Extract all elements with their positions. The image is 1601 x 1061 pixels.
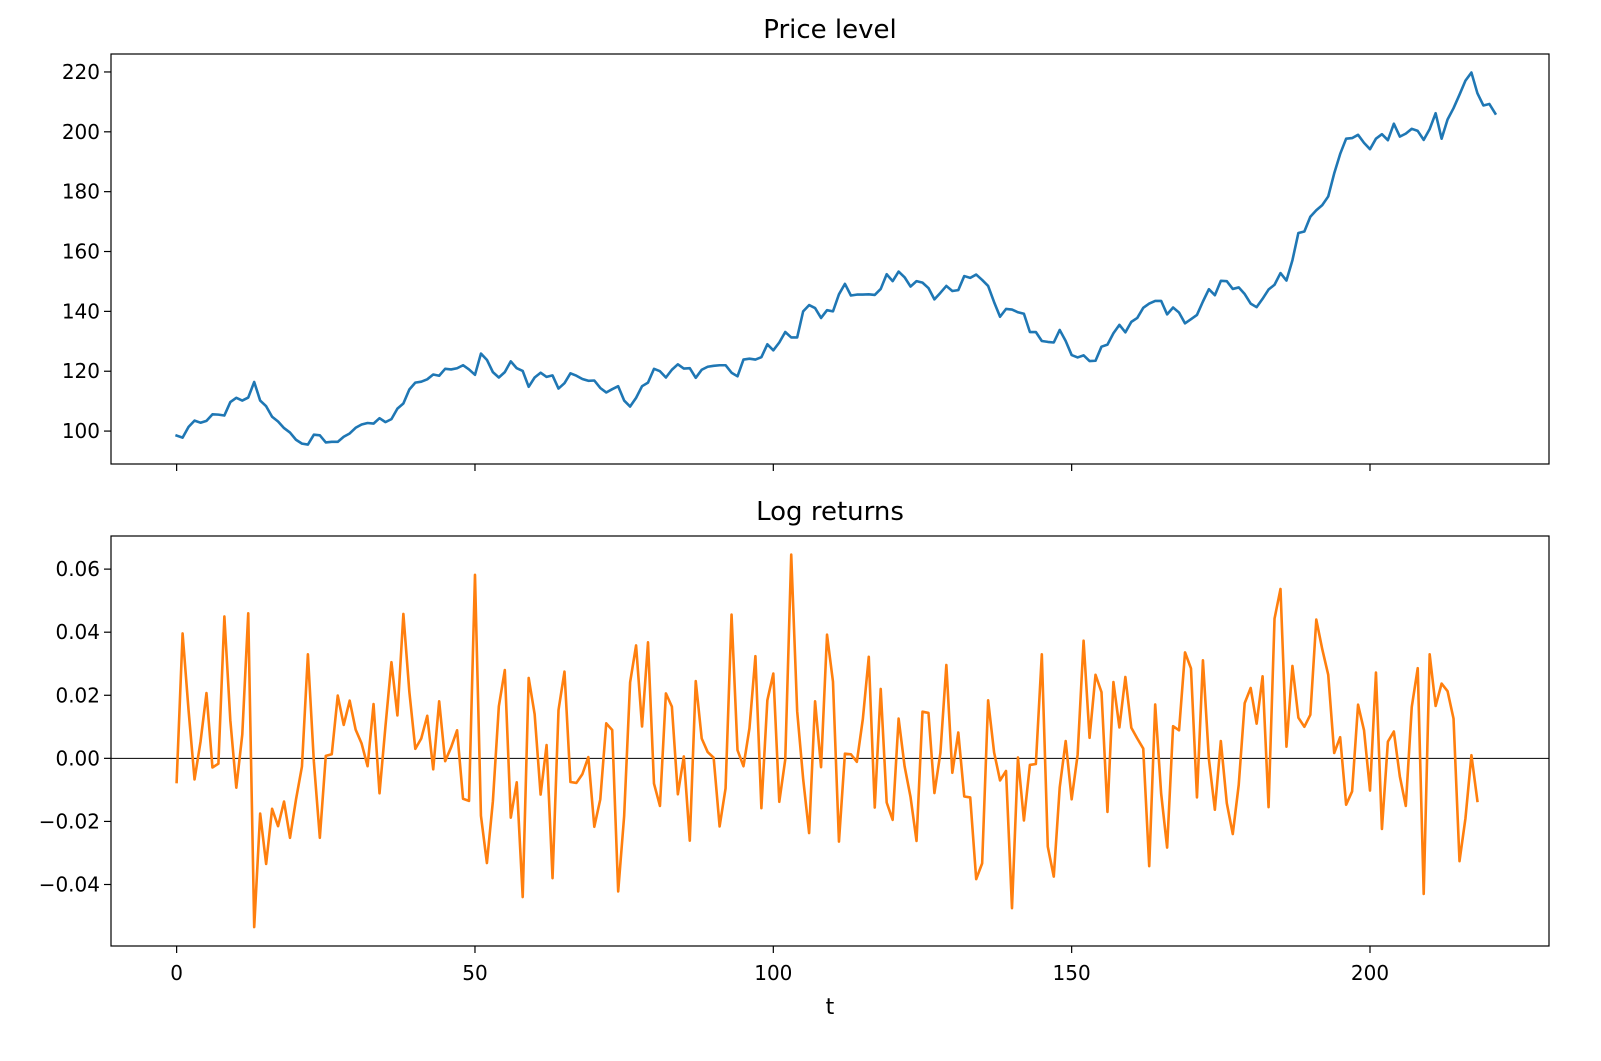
log-returns-y-tick-label: 0.02	[55, 683, 100, 707]
price-level-title: Price level	[763, 15, 897, 45]
log-returns-y-tick-label: 0.04	[55, 620, 100, 644]
price-level-y-tick-label: 200	[62, 120, 100, 144]
log-returns-x-tick-label: 50	[462, 961, 487, 985]
x-axis-label: t	[826, 995, 835, 1020]
log-returns-y-tick-label: 0.06	[55, 557, 100, 581]
price-level-y-tick-label: 140	[62, 299, 100, 323]
price-level-axes-frame	[110, 53, 1550, 465]
log-returns-x-tick-label: 200	[1351, 961, 1389, 985]
log-returns-plot-area	[111, 553, 1549, 929]
log-returns-x-tick-label: 100	[754, 961, 792, 985]
log-returns-x-tick-label: 150	[1053, 961, 1091, 985]
log-returns-x-ticks: 0 50 100 150 200	[170, 946, 1389, 985]
log-returns-panel: Log returns −0.04 −0.02 0.00 0.02 0.04 0.06 0…	[39, 497, 1550, 1020]
price-level-y-tick-label: 180	[62, 180, 100, 204]
log-returns-axes-frame	[110, 535, 1550, 947]
price-level-y-tick-label: 220	[62, 60, 100, 84]
log-returns-y-tick-label: −0.02	[39, 809, 100, 833]
price-level-y-tick-label: 160	[62, 240, 100, 264]
price-level-y-tick-label: 100	[62, 419, 100, 443]
price-level-panel: Price level 100 120 140 160 180 200 220	[62, 15, 1550, 471]
log-returns-title: Log returns	[756, 497, 904, 527]
price-level-y-tick-label: 120	[62, 359, 100, 383]
log-returns-x-tick-label: 0	[170, 961, 183, 985]
price-level-plot-area	[174, 71, 1498, 446]
log-returns-y-tick-label: −0.04	[39, 873, 100, 897]
log-returns-y-tick-label: 0.00	[55, 746, 100, 770]
log-returns-series-line	[175, 553, 1479, 929]
price-level-x-ticks	[176, 464, 1371, 471]
price-level-y-ticks: 100 120 140 160 180 200 220	[62, 60, 111, 443]
log-returns-y-ticks: −0.04 −0.02 0.00 0.02 0.04 0.06	[39, 557, 111, 897]
price-level-series-line	[174, 71, 1498, 446]
